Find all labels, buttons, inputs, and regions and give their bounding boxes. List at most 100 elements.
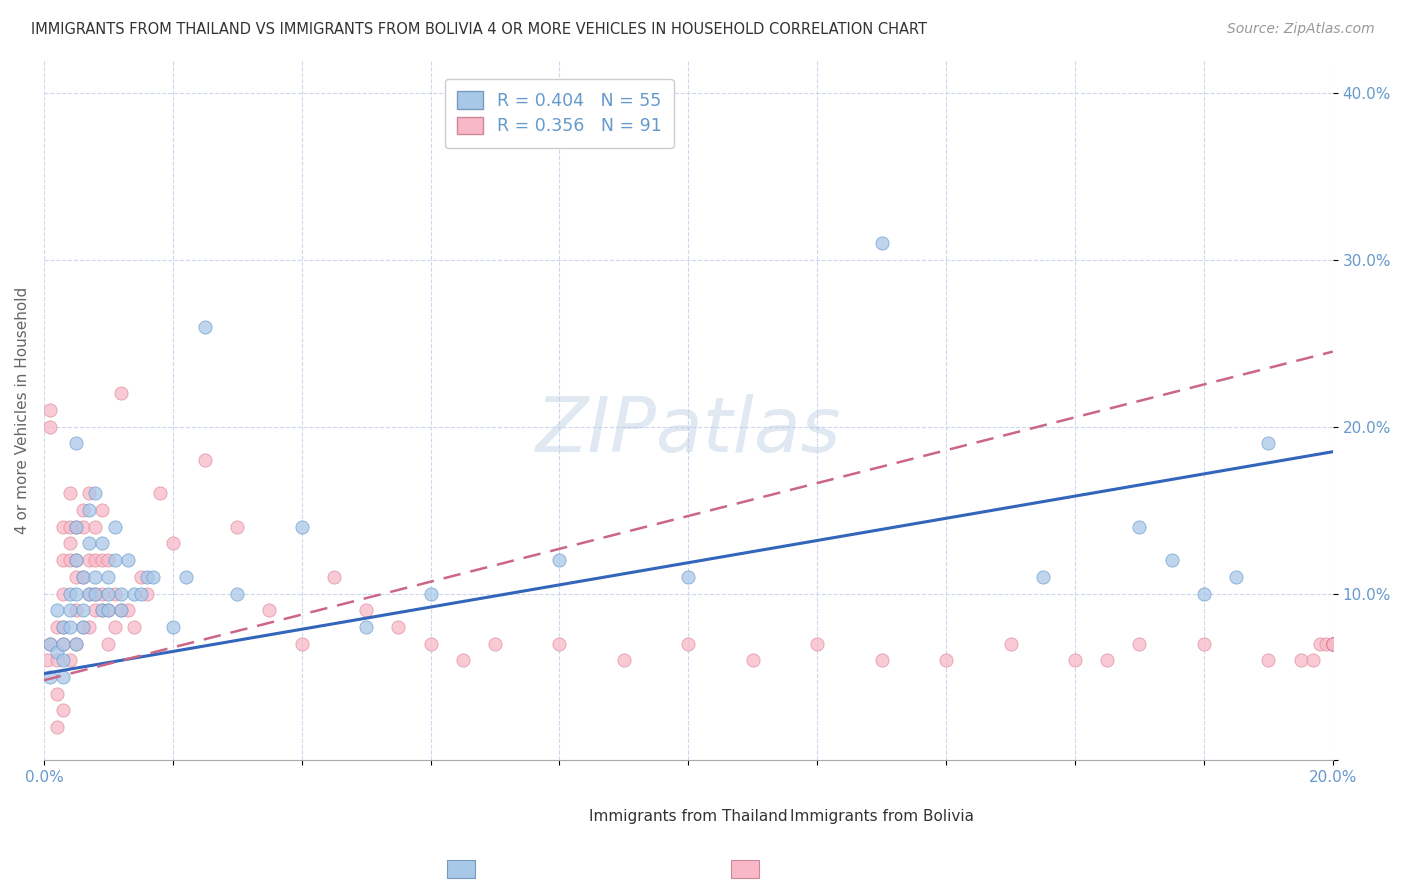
Point [110,603,132,617]
Point [162,620,184,634]
Point [45,720,67,734]
Point [1322,637,1344,651]
Point [1315,637,1337,651]
Point [84,520,107,534]
Point [129,586,152,600]
Point [65,637,87,651]
Point [1000,637,1022,651]
Point [122,586,145,600]
Point [65,570,87,584]
Point [322,570,344,584]
Point [117,553,139,567]
Point [110,386,132,401]
Point [45,603,67,617]
Point [194,453,217,467]
Point [52,620,75,634]
Point [59,586,82,600]
Text: IMMIGRANTS FROM THAILAND VS IMMIGRANTS FROM BOLIVIA 4 OR MORE VEHICLES IN HOUSEH: IMMIGRANTS FROM THAILAND VS IMMIGRANTS F… [31,22,927,37]
Point [104,586,127,600]
Text: ZIPatlas: ZIPatlas [536,394,841,468]
Point [59,486,82,500]
Point [59,620,82,634]
Y-axis label: 4 or more Vehicles in Household: 4 or more Vehicles in Household [15,286,30,533]
Point [52,620,75,634]
Point [65,603,87,617]
Point [52,703,75,717]
Point [548,637,571,651]
Point [52,553,75,567]
Point [77,586,100,600]
Point [1128,520,1150,534]
Point [52,653,75,667]
Point [90,603,112,617]
Point [1322,637,1344,651]
Point [117,603,139,617]
Point [870,236,893,251]
Point [1302,653,1324,667]
Point [110,603,132,617]
Point [90,553,112,567]
Point [484,637,506,651]
Point [72,570,94,584]
Point [90,586,112,600]
Point [1257,653,1279,667]
Point [65,520,87,534]
Point [1032,570,1054,584]
Point [90,503,112,517]
Point [59,603,82,617]
Point [65,436,87,450]
Point [97,570,120,584]
Point [39,637,62,651]
Point [142,570,165,584]
Point [291,520,314,534]
Point [136,570,159,584]
Point [84,553,107,567]
Point [52,670,75,684]
Point [45,687,67,701]
Point [1322,637,1344,651]
Point [84,586,107,600]
Point [84,586,107,600]
Point [97,637,120,651]
Point [122,620,145,634]
Point [1322,637,1344,651]
Point [52,586,75,600]
Text: Immigrants from Bolivia: Immigrants from Bolivia [790,809,974,824]
Point [149,486,172,500]
Point [1322,637,1344,651]
Point [72,503,94,517]
Point [110,586,132,600]
Point [354,603,377,617]
Point [97,553,120,567]
Point [59,553,82,567]
Point [678,637,700,651]
Point [354,620,377,634]
Point [45,645,67,659]
Point [52,637,75,651]
Point [39,637,62,651]
Point [226,520,249,534]
Point [59,520,82,534]
Point [678,570,700,584]
Point [129,570,152,584]
Point [806,637,828,651]
Point [451,653,474,667]
Point [1192,586,1215,600]
Point [77,486,100,500]
Point [291,637,314,651]
Point [59,653,82,667]
Point [77,553,100,567]
Point [741,653,763,667]
Point [59,536,82,550]
Point [419,586,441,600]
Point [613,653,636,667]
Point [77,586,100,600]
Point [72,603,94,617]
Point [1322,637,1344,651]
Point [65,637,87,651]
Point [419,637,441,651]
Point [104,620,127,634]
Point [72,570,94,584]
Point [194,319,217,334]
Point [97,586,120,600]
